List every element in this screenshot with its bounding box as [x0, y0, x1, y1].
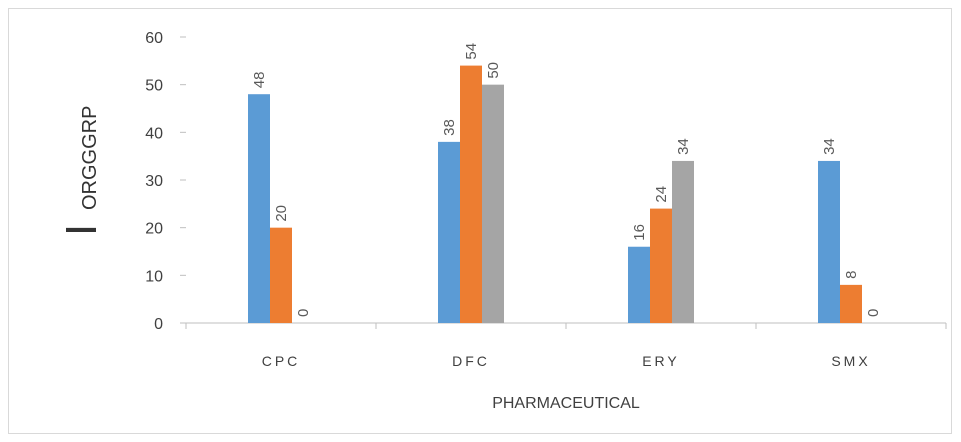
y-tick-label: 20: [145, 221, 163, 238]
bar-dfc-series-3: [482, 84, 504, 324]
data-label: 34: [821, 138, 838, 155]
y-tick-label: 50: [145, 78, 163, 95]
data-labels: 48 20 0 38 54 50 16 24 34 34 8 0: [251, 43, 882, 317]
bar-cpc-series-2: [270, 227, 292, 323]
bar-dfc-series-2: [460, 65, 482, 323]
y-tick-label: 30: [145, 173, 163, 190]
bars: [248, 65, 862, 324]
data-label: 0: [295, 309, 312, 317]
y-axis-title-large: I: [57, 224, 106, 236]
category-labels: CPC DFC ERY SMX: [262, 353, 870, 369]
bar-ery-series-2: [650, 208, 672, 323]
bar-smx-series-2: [840, 284, 862, 323]
y-tick-label: 40: [145, 125, 163, 142]
y-tick-label: 0: [154, 316, 163, 333]
y-axis-title: I ORGGGRP: [57, 106, 106, 236]
data-label: 38: [441, 119, 458, 136]
x-axis-ticks: [185, 323, 947, 329]
y-axis-ticks: 0 10 20 30 40 50 60: [145, 30, 186, 333]
category-label: ERY: [642, 353, 680, 369]
bar-ery-series-3: [672, 160, 694, 323]
data-label: 20: [273, 205, 290, 222]
bar-ery-series-1: [628, 246, 650, 323]
bar-smx-series-1: [818, 160, 840, 323]
category-label: SMX: [831, 353, 870, 369]
data-label: 54: [463, 43, 480, 60]
category-label: DFC: [452, 353, 490, 369]
data-label: 0: [865, 309, 882, 317]
bar-cpc-series-1: [248, 94, 270, 323]
x-axis-title: PHARMACEUTICAL: [492, 395, 640, 412]
y-tick-label: 60: [145, 30, 163, 47]
data-label: 48: [251, 72, 268, 89]
y-axis-title-small: ORGGGRP: [79, 106, 101, 210]
data-label: 34: [675, 138, 692, 155]
data-label: 50: [485, 62, 502, 79]
data-label: 16: [631, 224, 648, 241]
data-label: 8: [843, 271, 860, 279]
bar-dfc-series-1: [438, 141, 460, 323]
y-tick-label: 10: [145, 268, 163, 285]
category-label: CPC: [262, 353, 301, 369]
data-label: 24: [653, 186, 670, 203]
